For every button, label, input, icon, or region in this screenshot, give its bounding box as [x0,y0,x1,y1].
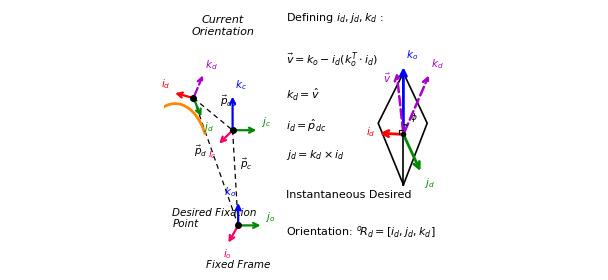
Text: $j_d$: $j_d$ [204,120,214,134]
Text: Instantaneous Desired: Instantaneous Desired [286,190,411,200]
Text: $j_d = k_d \times i_d$: $j_d = k_d \times i_d$ [286,148,344,162]
Text: $\vec{v}$: $\vec{v}$ [382,72,391,85]
Text: $i_d$: $i_d$ [161,77,170,91]
Text: $k_o$: $k_o$ [224,185,236,199]
Text: Current
Orientation: Current Orientation [192,15,254,37]
Text: $k_d = \hat{v}$: $k_d = \hat{v}$ [286,87,320,103]
Text: $j_c$: $j_c$ [261,115,271,129]
Text: $\phi$: $\phi$ [410,111,417,124]
Text: $\vec{p}_{dc}$: $\vec{p}_{dc}$ [220,94,237,109]
Text: $\vec{p}_c$: $\vec{p}_c$ [240,157,252,172]
Text: $i_d = \hat{p}_{dc}$: $i_d = \hat{p}_{dc}$ [286,118,326,134]
Text: $\vec{v} = k_o - i_d(k_o^T \cdot i_d)$: $\vec{v} = k_o - i_d(k_o^T \cdot i_d)$ [286,50,378,70]
Text: $i_d$: $i_d$ [366,125,375,139]
Text: $k_c$: $k_c$ [235,79,247,92]
Text: $j_o$: $j_o$ [265,210,275,224]
Text: Defining $i_d, j_d, k_d$ :: Defining $i_d, j_d, k_d$ : [286,11,384,25]
Text: $k_d$: $k_d$ [432,58,444,71]
Text: $j_d$: $j_d$ [424,176,434,190]
Text: $k_o$: $k_o$ [406,48,418,62]
Text: $i_o$: $i_o$ [223,247,232,261]
Text: $\vec{p}_d$: $\vec{p}_d$ [194,143,207,159]
Text: $k_d$: $k_d$ [205,58,218,72]
Text: Fixed Frame: Fixed Frame [206,260,271,270]
Text: Orientation: ${}^o\!R_d = [i_d, j_d, k_d]$: Orientation: ${}^o\!R_d = [i_d, j_d, k_d… [286,224,435,240]
Text: Desired Fixation
Point: Desired Fixation Point [173,207,257,229]
Text: $i_c$: $i_c$ [207,147,216,161]
